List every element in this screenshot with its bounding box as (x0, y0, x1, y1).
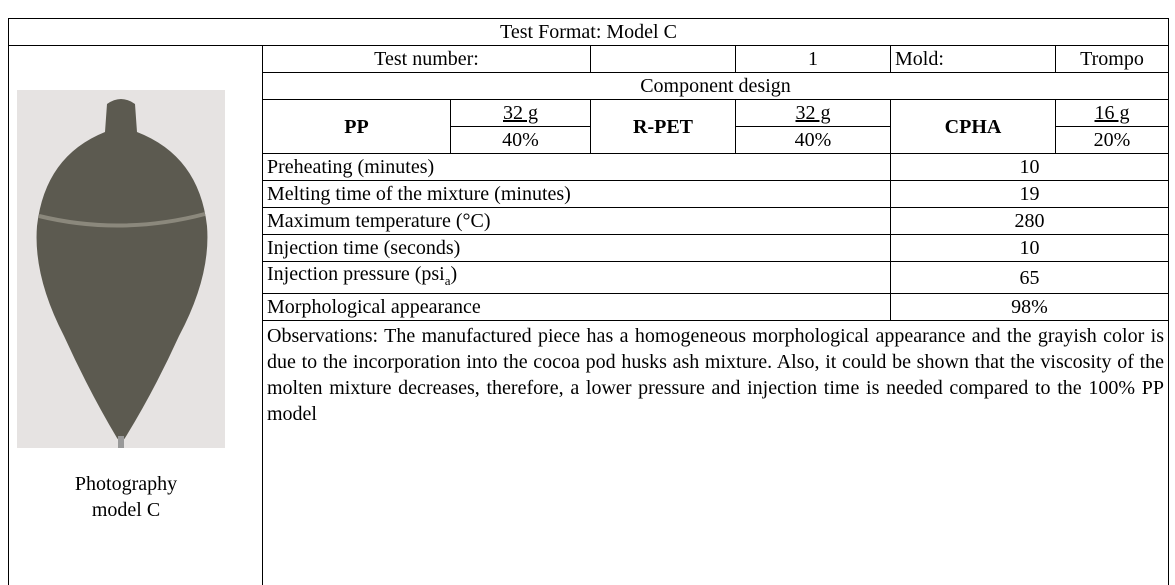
cell: Mold: (891, 46, 1056, 73)
cell (591, 46, 736, 73)
cell: 32 g (451, 100, 591, 127)
label-text: Injection pressure (psi (267, 263, 445, 285)
param-label: Preheating (minutes) (263, 154, 891, 181)
cell: 32 g (736, 100, 891, 127)
mass: 32 g (503, 102, 538, 124)
component-name: PP (263, 100, 451, 154)
param-label: Melting time of the mixture (minutes) (263, 181, 891, 208)
cell: Test number: (263, 46, 591, 73)
param-label: Injection pressure (psia) (263, 262, 891, 294)
param-value: 10 (891, 154, 1169, 181)
component-name: R-PET (591, 100, 736, 154)
page: Test Format: Model C Photography model C… (0, 0, 1175, 581)
mass: 32 g (796, 102, 831, 124)
photo: Photography model C (9, 46, 261, 546)
percent: 20% (1056, 127, 1169, 154)
label-text: ) (451, 263, 458, 285)
param-label: Maximum temperature (°C) (263, 208, 891, 235)
caption: Photography (75, 473, 177, 495)
param-label: Injection time (seconds) (263, 235, 891, 262)
section-title: Component design (263, 73, 1169, 100)
cell: 16 g (1056, 100, 1169, 127)
param-value: 19 (891, 181, 1169, 208)
cell: 1 (736, 46, 891, 73)
percent: 40% (736, 127, 891, 154)
observations: Observations: The manufactured piece has… (263, 321, 1169, 585)
param-value: 98% (891, 294, 1169, 321)
component-name: CPHA (891, 100, 1056, 154)
caption: model C (92, 499, 160, 521)
photo-cell: Photography model C (9, 46, 263, 585)
table-title: Test Format: Model C (9, 19, 1169, 46)
param-value: 65 (891, 262, 1169, 294)
tip (118, 436, 124, 448)
param-value: 10 (891, 235, 1169, 262)
param-value: 280 (891, 208, 1169, 235)
percent: 40% (451, 127, 591, 154)
param-label: Morphological appearance (263, 294, 891, 321)
test-table: Test Format: Model C Photography model C… (8, 18, 1169, 585)
cell: Trompo (1056, 46, 1169, 73)
mass: 16 g (1095, 102, 1130, 124)
